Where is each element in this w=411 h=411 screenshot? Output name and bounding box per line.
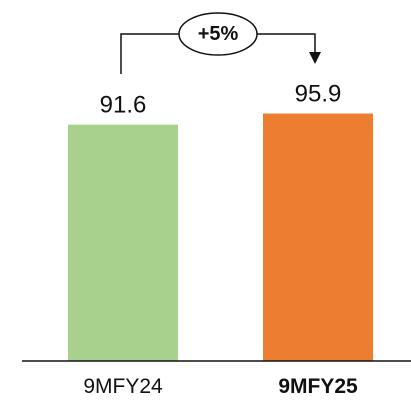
- category-label-9MFY25: 9MFY25: [278, 375, 358, 398]
- bar-9MFY25: [263, 113, 373, 361]
- growth-annotation: +5%: [120, 12, 321, 74]
- bars-group: [68, 113, 373, 362]
- value-label-9MFY25: 95.9: [295, 81, 342, 108]
- category-labels-group: 9MFY24 9MFY25: [83, 375, 358, 398]
- value-labels-group: 91.6 95.9: [100, 81, 342, 119]
- category-label-9MFY24: 9MFY24: [83, 375, 163, 398]
- value-label-9MFY24: 91.6: [100, 92, 147, 119]
- growth-badge: [178, 12, 258, 56]
- growth-badge-label: +5%: [198, 23, 239, 45]
- bar-9MFY24: [68, 124, 178, 362]
- growth-arrowhead: [309, 52, 321, 64]
